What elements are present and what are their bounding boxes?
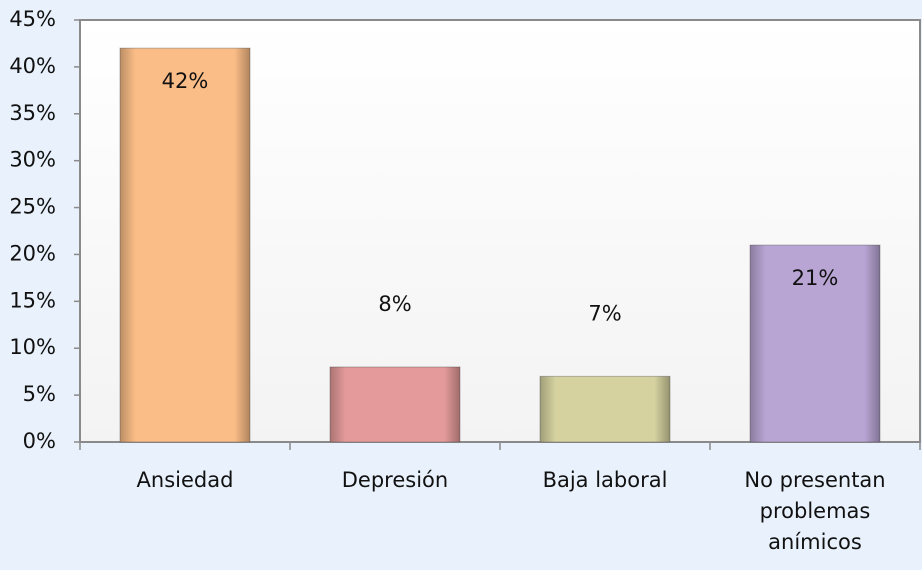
y-tick-label: 30% <box>9 148 56 172</box>
data-label: 21% <box>792 266 839 290</box>
bar <box>539 375 671 443</box>
x-tick-label: No presentan problemas anímicos <box>744 468 886 554</box>
y-tick-label: 10% <box>9 335 56 359</box>
y-tick-label: 5% <box>23 382 56 406</box>
bar <box>329 366 461 443</box>
data-label: 8% <box>378 292 411 316</box>
y-tick-label: 35% <box>9 101 56 125</box>
y-tick-label: 40% <box>9 54 56 78</box>
data-label: 7% <box>588 301 621 325</box>
y-tick-label: 0% <box>23 429 56 453</box>
y-tick-label: 25% <box>9 195 56 219</box>
y-tick-label: 15% <box>9 288 56 312</box>
y-tick-label: 20% <box>9 241 56 265</box>
y-tick-label: 45% <box>9 7 56 31</box>
x-tick-label: Baja laboral <box>542 468 668 492</box>
bar <box>119 47 251 443</box>
x-tick-label: Depresión <box>341 468 449 492</box>
x-tick-label: Ansiedad <box>136 468 234 492</box>
data-label: 42% <box>162 69 209 93</box>
